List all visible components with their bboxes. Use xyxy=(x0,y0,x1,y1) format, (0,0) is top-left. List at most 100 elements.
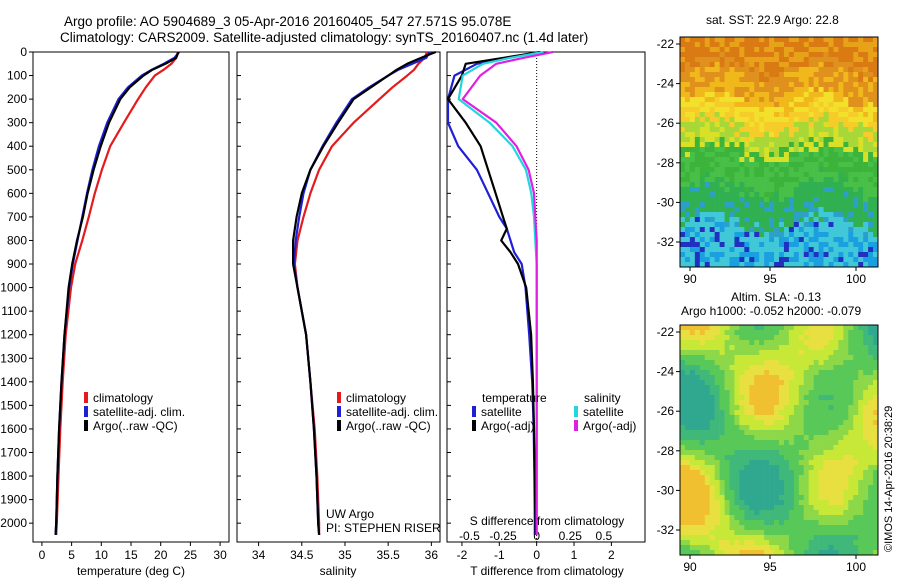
map-cell xyxy=(838,405,844,411)
map-cell xyxy=(848,545,854,551)
map-cell xyxy=(779,510,785,516)
map-cell xyxy=(779,430,785,436)
map-cell xyxy=(684,167,691,173)
map-cell xyxy=(680,232,686,238)
map-cell xyxy=(689,157,696,163)
map-cell xyxy=(833,82,839,88)
map-cell xyxy=(803,460,809,466)
map-cell xyxy=(744,475,750,481)
map-cell xyxy=(774,152,780,158)
map-cell xyxy=(744,425,750,431)
map-cell xyxy=(868,247,874,253)
map-cell xyxy=(719,375,725,381)
map-cell xyxy=(769,92,775,98)
map-cell xyxy=(828,172,834,178)
map-cell xyxy=(729,217,735,223)
map-cell xyxy=(754,107,760,113)
map-cell xyxy=(843,535,849,541)
map-cell xyxy=(873,57,879,63)
map-cell xyxy=(873,257,879,263)
map-cell xyxy=(739,460,745,466)
map-cell xyxy=(858,400,864,406)
map-cell xyxy=(828,202,834,208)
map-cell xyxy=(734,425,740,431)
map-cell xyxy=(873,325,879,331)
map-cell xyxy=(724,535,730,541)
map-x-tick-label: 100 xyxy=(846,560,866,574)
map-cell xyxy=(704,535,710,541)
map-cell xyxy=(798,182,805,188)
map-cell xyxy=(818,177,824,183)
map-cell xyxy=(749,97,755,103)
map-cell xyxy=(843,107,849,113)
map-cell xyxy=(689,400,696,406)
map-cell xyxy=(803,365,809,371)
map-cell xyxy=(689,192,696,198)
map-cell xyxy=(729,152,735,158)
map-cell xyxy=(754,132,760,138)
map-cell xyxy=(779,480,785,486)
map-cell xyxy=(808,177,814,183)
map-cell xyxy=(828,490,834,496)
map-cell xyxy=(843,325,849,331)
map-cell xyxy=(853,455,859,461)
map-cell xyxy=(853,410,859,416)
map-cell xyxy=(729,257,735,263)
map-cell xyxy=(724,460,730,466)
map-cell xyxy=(709,67,715,73)
map-cell xyxy=(729,172,735,178)
map-cell xyxy=(759,450,765,456)
map-cell xyxy=(724,550,730,556)
map-cell xyxy=(764,365,770,371)
map-cell xyxy=(680,257,686,263)
s-tick-label: -0.25 xyxy=(489,529,517,543)
map-cell xyxy=(769,97,775,103)
map-cell xyxy=(699,62,706,68)
x-tick-label: 20 xyxy=(154,548,168,562)
map-cell xyxy=(719,530,725,536)
map-cell xyxy=(694,142,701,148)
map-cell xyxy=(724,242,730,248)
map-cell xyxy=(798,187,805,193)
map-cell xyxy=(754,465,760,471)
map-cell xyxy=(788,117,795,123)
map-cell xyxy=(863,345,869,351)
map-cell xyxy=(803,97,809,103)
map-cell xyxy=(783,192,790,198)
map-cell xyxy=(759,485,765,491)
map-cell xyxy=(838,147,844,153)
map-cell xyxy=(853,395,859,401)
map-cell xyxy=(719,415,725,421)
map-cell xyxy=(853,237,859,243)
map-cell xyxy=(699,510,706,516)
map-cell xyxy=(828,480,834,486)
map-cell xyxy=(764,385,770,391)
map-cell xyxy=(680,222,686,228)
legend-swatch xyxy=(337,420,341,431)
map-cell xyxy=(833,405,839,411)
map-cell xyxy=(714,480,720,486)
map-cell xyxy=(739,97,745,103)
map-cell xyxy=(749,57,755,63)
map-cell xyxy=(838,470,844,476)
map-cell xyxy=(793,415,800,421)
map-cell xyxy=(769,182,775,188)
map-cell xyxy=(709,415,715,421)
map-cell xyxy=(729,445,735,451)
map-cell xyxy=(793,435,800,441)
map-cell xyxy=(754,440,760,446)
map-cell xyxy=(680,550,686,556)
map-cell xyxy=(729,455,735,461)
map-cell xyxy=(699,122,706,128)
map-cell xyxy=(793,247,800,253)
map-cell xyxy=(863,92,869,98)
map-cell xyxy=(744,37,750,43)
map-cell xyxy=(694,380,701,386)
map-cell xyxy=(734,390,740,396)
map-cell xyxy=(868,97,874,103)
map-cell xyxy=(769,380,775,386)
map-cell xyxy=(719,132,725,138)
map-cell xyxy=(714,247,720,253)
map-cell xyxy=(853,540,859,546)
